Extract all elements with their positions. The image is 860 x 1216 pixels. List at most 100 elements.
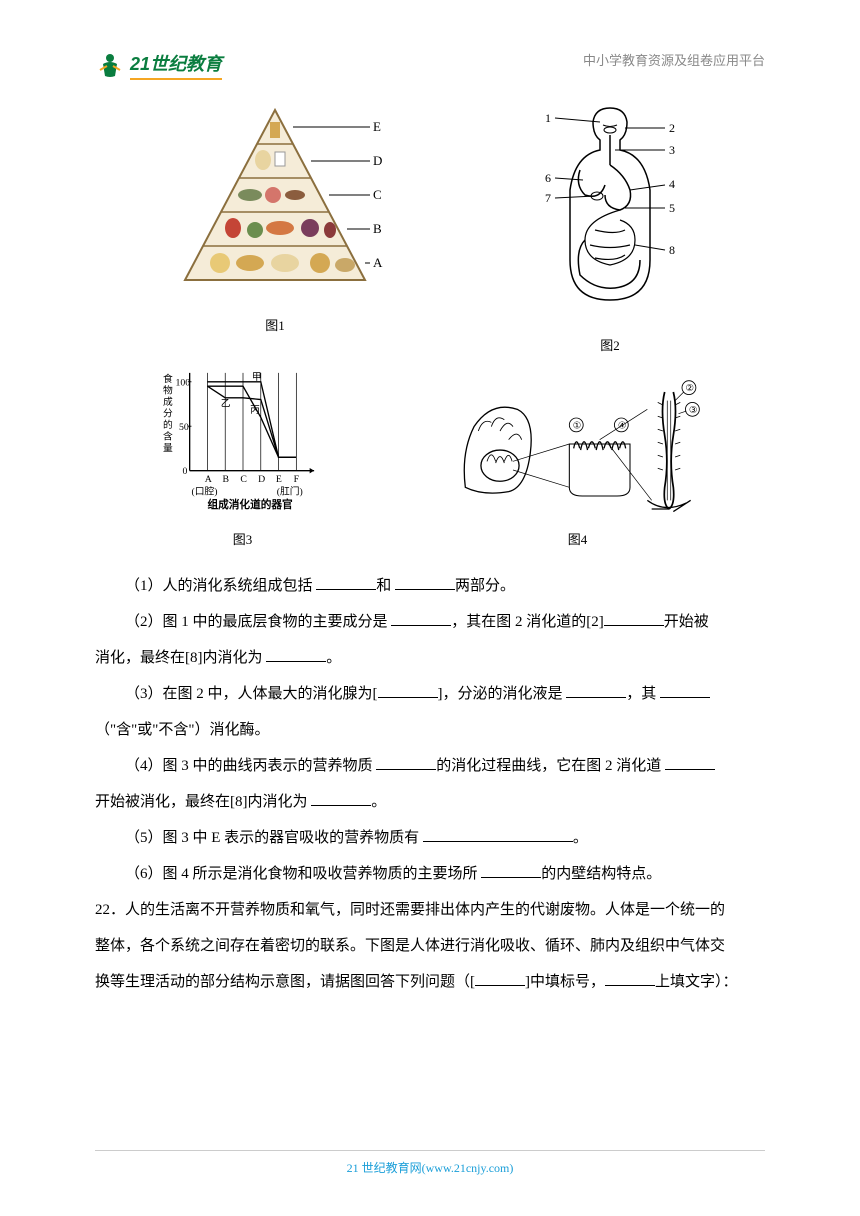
question-3-cont: （"含"或"不含"）消化酶。 bbox=[95, 712, 765, 748]
question-2-cont: 消化，最终在[8]内消化为 。 bbox=[95, 640, 765, 676]
question-5: （5）图 3 中 E 表示的器官吸收的营养物质有 。 bbox=[95, 820, 765, 856]
q3-text-d: （"含"或"不含"）消化酶。 bbox=[95, 722, 270, 738]
svg-text:丙: 丙 bbox=[250, 405, 260, 416]
q1-text-a: （1）人的消化系统组成包括 bbox=[125, 578, 316, 594]
figure-3-label: 图3 bbox=[233, 529, 253, 548]
question-22: 22．人的生活离不开营养物质和氧气，同时还需要排出体内产生的代谢废物。人体是一个… bbox=[95, 892, 765, 928]
q22-text-b: 整体，各个系统之间存在着密切的联系。下图是人体进行消化吸收、循环、肺内及组织中气… bbox=[95, 938, 725, 954]
svg-text:100: 100 bbox=[175, 377, 190, 388]
question-4: （4）图 3 中的曲线丙表示的营养物质 的消化过程曲线，它在图 2 消化道 bbox=[95, 748, 765, 784]
svg-text:B: B bbox=[222, 474, 229, 485]
svg-text:(口腔): (口腔) bbox=[191, 485, 217, 498]
svg-text:乙: 乙 bbox=[220, 398, 230, 410]
q2-text-a: （2）图 1 中的最底层食物的主要成分是 bbox=[125, 614, 391, 630]
svg-text:3: 3 bbox=[669, 143, 675, 157]
q22-text-c: 换等生理活动的部分结构示意图，请据图回答下列问题（[ bbox=[95, 974, 475, 990]
svg-text:(肛门): (肛门) bbox=[276, 485, 302, 498]
q2-text-e: 。 bbox=[326, 650, 341, 666]
svg-text:50: 50 bbox=[179, 422, 189, 433]
figure-1: E D C B A 图1 bbox=[165, 100, 385, 354]
page-footer: 21 世纪教育网(www.21cnjy.com) bbox=[95, 1150, 765, 1176]
footer-text: 21 世纪教育网(www.21cnjy.com) bbox=[347, 1161, 514, 1175]
figure-4: ① ④ ② ③ 图4 bbox=[448, 364, 708, 548]
svg-text:食: 食 bbox=[163, 372, 173, 385]
svg-text:7: 7 bbox=[545, 191, 551, 205]
svg-text:甲: 甲 bbox=[251, 372, 261, 383]
svg-text:A: A bbox=[204, 474, 211, 485]
question-content: （1）人的消化系统组成包括 和 两部分。 （2）图 1 中的最底层食物的主要成分… bbox=[95, 568, 765, 1000]
svg-text:6: 6 bbox=[545, 171, 551, 185]
food-pyramid-icon: E D C B A bbox=[165, 100, 385, 310]
svg-text:②: ② bbox=[685, 383, 694, 394]
logo: 21世纪教育 bbox=[95, 50, 222, 80]
svg-text:组成消化道的器官: 组成消化道的器官 bbox=[207, 498, 293, 511]
svg-text:①: ① bbox=[572, 420, 581, 431]
q4-text-a: （4）图 3 中的曲线丙表示的营养物质 bbox=[125, 758, 376, 774]
q4-text-c: 开始被消化，最终在[8]内消化为 bbox=[95, 794, 311, 810]
figure-3: 食物 成分 的含 量 100 50 0 AB CD EF (口腔) (肛门) 组… bbox=[153, 364, 333, 548]
svg-text:F: F bbox=[293, 474, 299, 485]
q5-text-a: （5）图 3 中 E 表示的器官吸收的营养物质有 bbox=[125, 830, 423, 846]
q3-text-b: ]，分泌的消化液是 bbox=[438, 686, 567, 702]
blank bbox=[566, 680, 626, 698]
blank bbox=[481, 860, 541, 878]
svg-text:成: 成 bbox=[163, 396, 173, 408]
blank bbox=[316, 572, 376, 590]
question-6: （6）图 4 所示是消化食物和吸收营养物质的主要场所 的内壁结构特点。 bbox=[95, 856, 765, 892]
svg-text:D: D bbox=[373, 153, 382, 168]
svg-text:的: 的 bbox=[163, 418, 173, 431]
svg-text:C: C bbox=[240, 474, 247, 485]
svg-text:分: 分 bbox=[163, 407, 173, 419]
q2-text-b: ，其在图 2 消化道的[2] bbox=[451, 614, 604, 630]
svg-text:1: 1 bbox=[545, 111, 551, 125]
blank bbox=[266, 644, 326, 662]
svg-text:物: 物 bbox=[163, 383, 173, 396]
blank bbox=[423, 824, 573, 842]
svg-text:2: 2 bbox=[669, 121, 675, 135]
svg-text:8: 8 bbox=[669, 243, 675, 257]
svg-text:含: 含 bbox=[163, 430, 173, 443]
svg-text:E: E bbox=[373, 119, 381, 134]
blank bbox=[605, 968, 655, 986]
question-4-cont: 开始被消化，最终在[8]内消化为 。 bbox=[95, 784, 765, 820]
blank bbox=[665, 752, 715, 770]
svg-text:B: B bbox=[373, 221, 382, 236]
header-subtitle: 中小学教育资源及组卷应用平台 bbox=[583, 50, 765, 69]
q2-text-d: 消化，最终在[8]内消化为 bbox=[95, 650, 266, 666]
figure-4-label: 图4 bbox=[568, 529, 588, 548]
blank bbox=[391, 608, 451, 626]
figure-1-label: 图1 bbox=[265, 315, 285, 334]
logo-text: 21世纪教育 bbox=[130, 50, 222, 80]
svg-text:E: E bbox=[275, 474, 281, 485]
q5-text-b: 。 bbox=[573, 830, 588, 846]
q1-text-c: 两部分。 bbox=[455, 578, 515, 594]
figure-2-label: 图2 bbox=[600, 335, 620, 354]
blank bbox=[660, 680, 710, 698]
q22-number: 22． bbox=[95, 902, 125, 918]
q6-text-a: （6）图 4 所示是消化食物和吸收营养物质的主要场所 bbox=[125, 866, 481, 882]
logo-icon bbox=[95, 50, 125, 80]
blank bbox=[378, 680, 438, 698]
blank bbox=[604, 608, 664, 626]
svg-text:4: 4 bbox=[669, 177, 675, 191]
figures-row-top: E D C B A 图1 1 2 3 4 5 6 bbox=[95, 100, 765, 354]
svg-text:③: ③ bbox=[688, 405, 697, 416]
svg-text:④: ④ bbox=[617, 420, 626, 431]
digestion-chart-icon: 食物 成分 的含 量 100 50 0 AB CD EF (口腔) (肛门) 组… bbox=[153, 364, 333, 524]
figures-row-bottom: 食物 成分 的含 量 100 50 0 AB CD EF (口腔) (肛门) 组… bbox=[95, 364, 765, 548]
page-header: 21世纪教育 中小学教育资源及组卷应用平台 bbox=[95, 50, 765, 80]
q4-text-b: 的消化过程曲线，它在图 2 消化道 bbox=[436, 758, 665, 774]
q3-text-c: ，其 bbox=[626, 686, 660, 702]
q22-text-e: 上填文字）： bbox=[655, 974, 738, 990]
figure-2: 1 2 3 4 5 6 7 8 图2 bbox=[525, 100, 695, 354]
blank bbox=[311, 788, 371, 806]
q6-text-b: 的内壁结构特点。 bbox=[541, 866, 661, 882]
q22-text-a: 人的生活离不开营养物质和氧气，同时还需要排出体内产生的代谢废物。人体是一个统一的 bbox=[125, 902, 725, 918]
blank bbox=[395, 572, 455, 590]
blank bbox=[376, 752, 436, 770]
svg-text:量: 量 bbox=[163, 442, 173, 454]
digestive-body-icon: 1 2 3 4 5 6 7 8 bbox=[525, 100, 695, 330]
question-2: （2）图 1 中的最底层食物的主要成分是 ，其在图 2 消化道的[2]开始被 bbox=[95, 604, 765, 640]
svg-text:D: D bbox=[258, 474, 265, 485]
question-3: （3）在图 2 中，人体最大的消化腺为[]，分泌的消化液是 ，其 bbox=[95, 676, 765, 712]
